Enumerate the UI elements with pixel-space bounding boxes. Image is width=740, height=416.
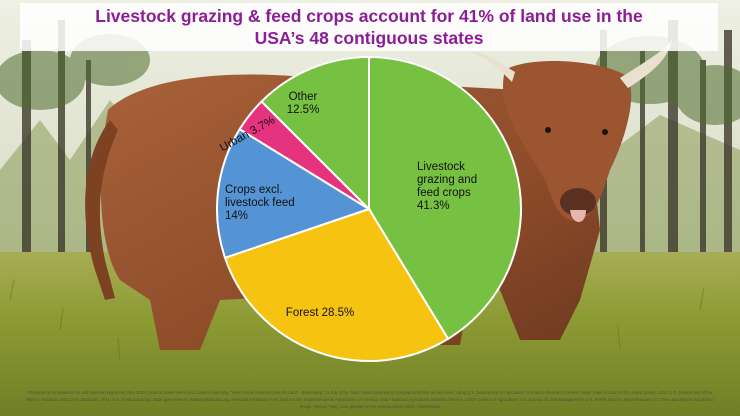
chart-title: Livestock grazing & feed crops account f… bbox=[20, 3, 718, 51]
pie-slice-livestock-grazing-and-feed-crops bbox=[368, 55, 522, 341]
pie-slice-crops-excl-livestock-feed bbox=[216, 127, 372, 260]
pie-label-livestock-grazing-and-feed-crops: Livestock grazing and feed crops 41.3% bbox=[417, 161, 477, 212]
source-credits: Prepared by terrastando.net and planetar… bbox=[25, 390, 715, 409]
pie-label-forest: Forest 28.5% bbox=[286, 307, 354, 319]
pie-slices bbox=[216, 55, 522, 362]
pie-slice-forest bbox=[223, 207, 450, 362]
pie-label-crops-excl-livestock-feed: Crops excl. livestock feed 14% bbox=[225, 184, 295, 222]
chart-title-line-2: USA’s 48 contiguous states bbox=[254, 28, 484, 48]
chart-title-line-1: Livestock grazing & feed crops account f… bbox=[95, 6, 643, 26]
pie-slice-other bbox=[260, 55, 370, 212]
pie-label-other: Other 12.5% bbox=[287, 91, 320, 116]
